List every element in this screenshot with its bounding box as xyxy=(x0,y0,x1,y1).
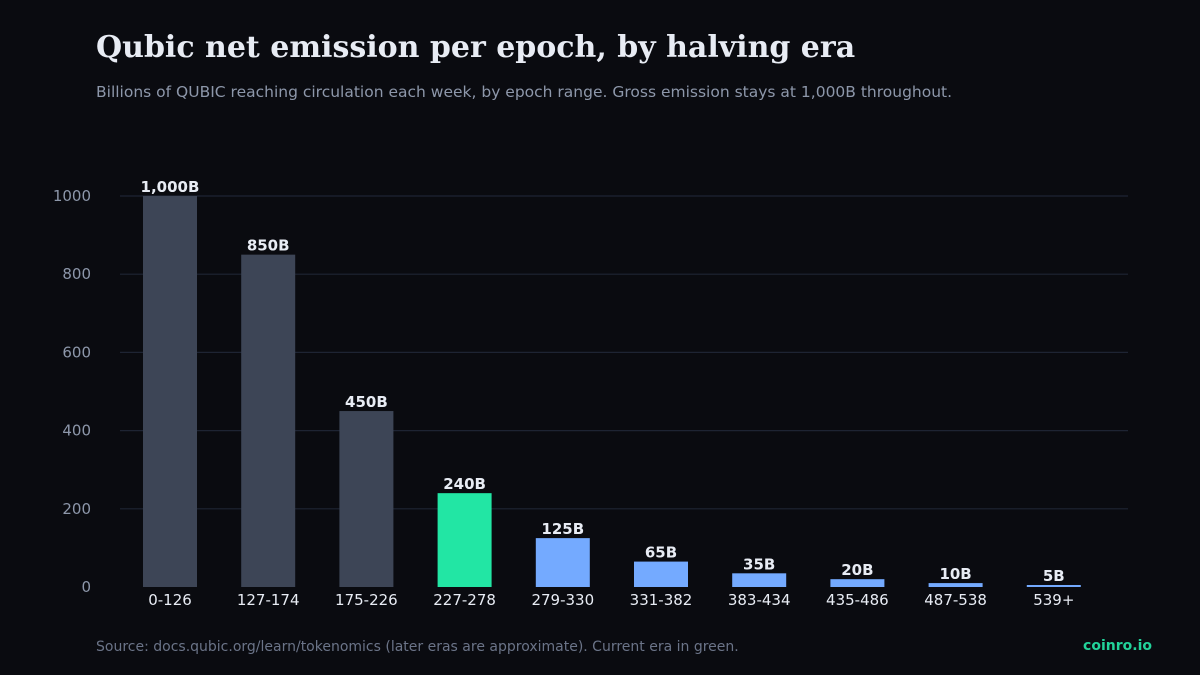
x-tick-label: 539+ xyxy=(1033,591,1074,609)
bar-487-538 xyxy=(928,583,983,587)
bar-539+ xyxy=(1026,585,1081,587)
x-tick-label: 383-434 xyxy=(728,591,791,609)
bar-0-126 xyxy=(143,196,197,587)
data-label: 5B xyxy=(1043,567,1065,585)
data-label: 125B xyxy=(541,520,584,538)
x-tick-label: 435-486 xyxy=(826,591,889,609)
x-tick-label: 227-278 xyxy=(433,591,496,609)
x-tick-label: 279-330 xyxy=(531,591,594,609)
bar-279-330 xyxy=(535,538,590,587)
x-axis-ticks: 0-126 127-174 175-226 227-278 279-330 331-382… xyxy=(148,591,1074,609)
bar-175-226 xyxy=(339,411,394,587)
data-label: 10B xyxy=(939,565,971,583)
y-tick-label: 0 xyxy=(81,578,91,596)
bar-227-278 xyxy=(437,493,492,587)
chart-subtitle: Billions of QUBIC reaching circulation e… xyxy=(96,83,953,101)
data-label: 450B xyxy=(345,393,388,411)
y-tick-label: 800 xyxy=(62,265,91,283)
x-tick-label: 127-174 xyxy=(237,591,300,609)
y-tick-label: 1000 xyxy=(53,187,91,205)
data-label: 1,000B xyxy=(141,178,200,196)
source-note: Source: docs.qubic.org/learn/tokenomics … xyxy=(96,639,739,655)
y-axis-ticks: 0 200 400 600 800 1000 xyxy=(53,187,91,596)
x-tick-label: 331-382 xyxy=(630,591,693,609)
y-tick-label: 200 xyxy=(62,500,91,518)
data-label: 20B xyxy=(841,561,873,579)
bar-383-434 xyxy=(732,573,787,587)
data-labels: 1,000B 850B 450B 240B 125B 65B 35B 20B 10B 5B xyxy=(141,178,1065,585)
bars xyxy=(143,196,1081,587)
data-label: 240B xyxy=(443,475,486,493)
bar-331-382 xyxy=(634,561,688,587)
data-label: 850B xyxy=(247,237,290,255)
data-label: 35B xyxy=(743,555,775,573)
y-tick-label: 600 xyxy=(62,343,91,361)
brand-logo-text[interactable]: coinro.io xyxy=(1083,638,1152,654)
x-tick-label: 0-126 xyxy=(148,591,192,609)
x-tick-label: 175-226 xyxy=(335,591,398,609)
x-tick-label: 487-538 xyxy=(924,591,987,609)
y-tick-label: 400 xyxy=(62,422,91,440)
bar-127-174 xyxy=(241,254,296,587)
chart-title: Qubic net emission per epoch, by halving… xyxy=(96,30,856,65)
bar-435-486 xyxy=(830,579,885,587)
data-label: 65B xyxy=(645,544,677,562)
